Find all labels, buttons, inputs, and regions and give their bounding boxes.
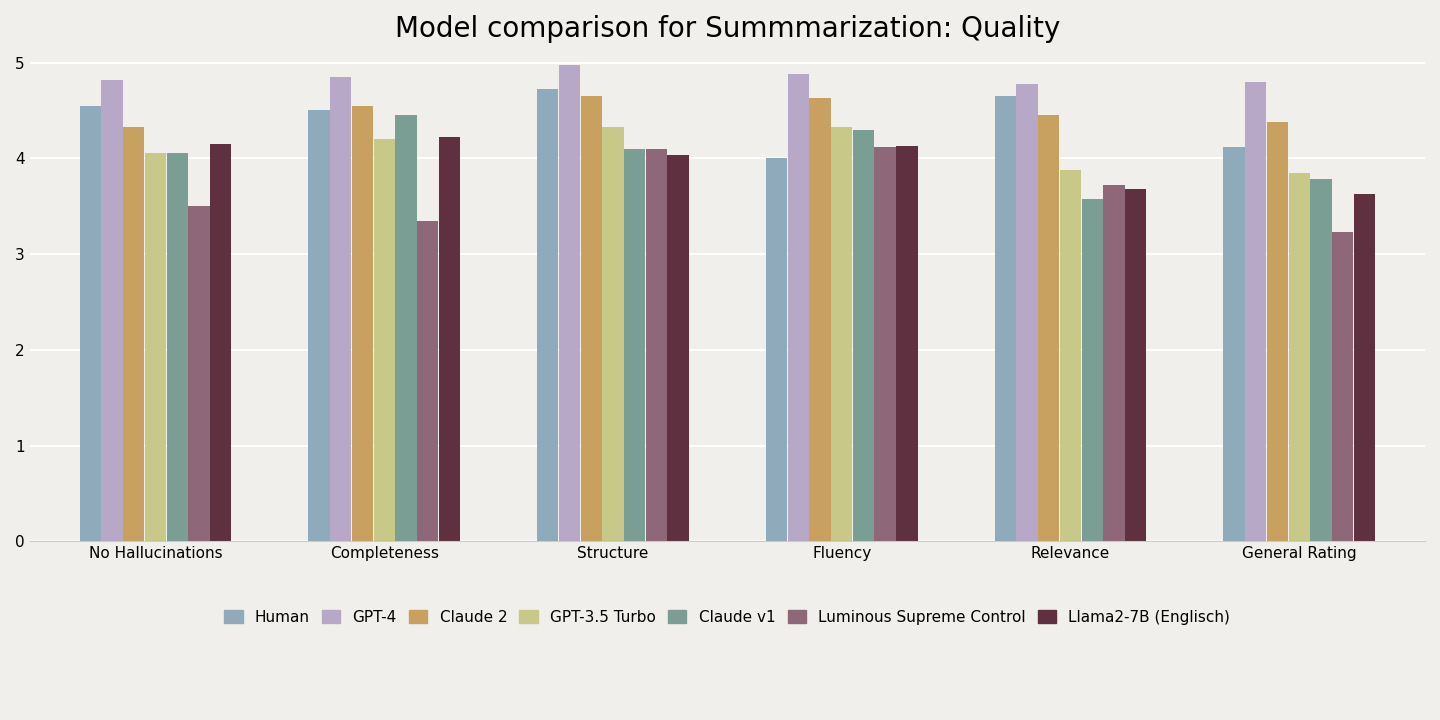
Bar (1103, 185, 1125, 541)
Bar (896, 146, 917, 541)
Bar (1125, 189, 1146, 541)
Bar (995, 96, 1015, 541)
Bar (1289, 173, 1310, 541)
Title: Model comparison for Summmarization: Quality: Model comparison for Summmarization: Qua… (395, 15, 1060, 43)
Bar (308, 110, 330, 541)
Bar (668, 156, 688, 541)
Bar (122, 127, 144, 541)
Bar (537, 89, 559, 541)
Bar (79, 106, 101, 541)
Bar (1017, 84, 1038, 541)
Bar (1038, 115, 1060, 541)
Bar (395, 115, 416, 541)
Bar (189, 206, 210, 541)
Bar (373, 139, 395, 541)
Bar (1267, 122, 1289, 541)
Bar (167, 153, 187, 541)
Bar (1081, 199, 1103, 541)
Legend: Human, GPT-4, Claude 2, GPT-3.5 Turbo, Claude v1, Luminous Supreme Control, Llam: Human, GPT-4, Claude 2, GPT-3.5 Turbo, C… (216, 602, 1238, 632)
Bar (645, 149, 667, 541)
Bar (624, 149, 645, 541)
Bar (439, 138, 459, 541)
Bar (145, 153, 166, 541)
Bar (418, 220, 438, 541)
Bar (1224, 147, 1244, 541)
Bar (1332, 232, 1354, 541)
Bar (602, 127, 624, 541)
Bar (788, 74, 809, 541)
Bar (351, 106, 373, 541)
Bar (330, 77, 351, 541)
Bar (101, 80, 122, 541)
Bar (1310, 179, 1332, 541)
Bar (559, 66, 580, 541)
Bar (580, 96, 602, 541)
Bar (874, 147, 896, 541)
Bar (210, 144, 232, 541)
Bar (1060, 170, 1081, 541)
Bar (1246, 82, 1266, 541)
Bar (766, 158, 788, 541)
Bar (831, 127, 852, 541)
Bar (809, 98, 831, 541)
Bar (852, 130, 874, 541)
Bar (1354, 194, 1375, 541)
